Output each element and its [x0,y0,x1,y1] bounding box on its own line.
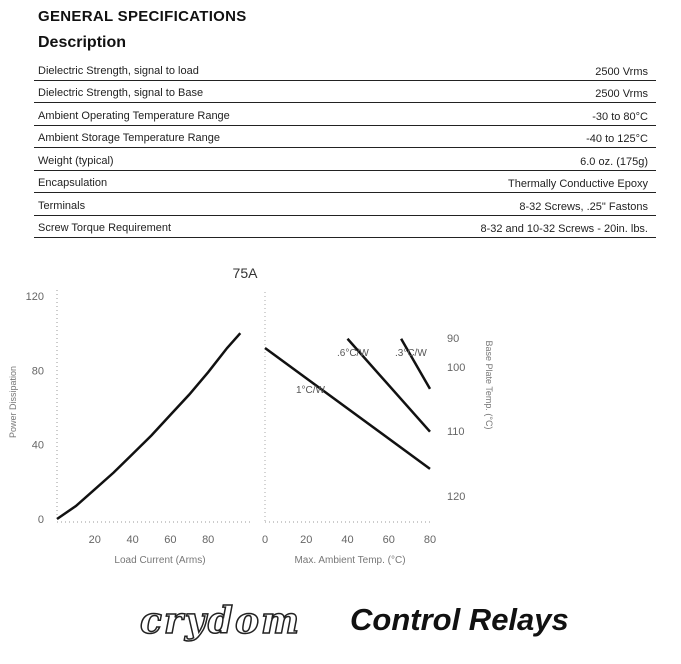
y-tick-label: 40 [32,440,44,452]
spec-value: 2500 Vrms [595,88,648,100]
x-tick-label: 60 [164,534,176,546]
spec-row: Ambient Storage Temperature Range -40 to … [34,126,656,148]
footer-title: Control Relays [350,602,569,637]
chart-title: 75A [233,265,259,281]
spec-value: Thermally Conductive Epoxy [507,178,648,190]
right-tick-label: 100 [447,362,465,374]
spec-value: -30 to 80°C [592,110,648,123]
spec-name: Terminals [38,199,86,212]
thermal-derating-chart: 75A 0 40 80 120 20 40 60 80 Power Dissipation Load… [8,265,494,566]
spec-row: Screw Torque Requirement 8-32 and 10-32 S… [34,216,656,238]
right-axis-label: Base Plate Temp. (°C) [484,341,494,430]
power-dissipation-curve [56,332,242,521]
spec-name: Ambient Operating Temperature Range [38,109,230,122]
page-heading: GENERAL SPECIFICATIONS [38,8,247,25]
spec-value: 6.0 oz. (175g) [580,155,648,168]
x-tick-label: 20 [89,534,101,546]
spec-row: Weight (typical) 6.0 oz. (175g) [34,148,656,171]
spec-value: 8-32 Screws, .25" Fastons [519,200,648,213]
spec-name: Dielectric Strength, signal to load [38,64,199,77]
right-tick-label: 110 [447,426,465,438]
y-tick-label: 0 [38,514,44,526]
series-label: 1°C/W [296,385,326,396]
spec-value: 8-32 and 10-32 Screws - 20in. lbs. [480,223,648,235]
spec-row: Terminals 8-32 Screws, .25" Fastons [34,193,656,216]
spec-name: Screw Torque Requirement [38,222,172,234]
spec-name: Ambient Storage Temperature Range [38,132,221,144]
right-tick-label: 120 [447,491,465,503]
spec-row: Encapsulation Thermally Conductive Epoxy [34,171,656,193]
x-tick-label: 20 [300,534,312,546]
spec-row: Ambient Operating Temperature Range -30 t… [34,103,656,126]
spec-row: Dielectric Strength, signal to Base 2500 … [34,81,656,103]
x-tick-label: 60 [383,534,395,546]
right-tick-label: 90 [447,333,459,345]
y-tick-label: 80 [32,365,44,377]
spec-value: -40 to 125°C [586,133,648,145]
x-tick-label: 80 [424,534,436,546]
brand-logo: crydom [139,599,302,643]
x-tick-label: 80 [202,534,214,546]
spec-name: Encapsulation [38,177,108,189]
x-axis-label: Load Current (Arms) [114,555,205,566]
x-tick-label: 40 [126,534,138,546]
spec-name: Weight (typical) [38,154,114,167]
thermal-resistance-line [400,338,432,390]
thermal-resistance-line [346,337,431,433]
thermal-resistance-line [264,347,431,470]
x-tick-label: 40 [341,534,353,546]
spec-row: Dielectric Strength, signal to load 2500 … [34,58,656,81]
spec-name: Dielectric Strength, signal to Base [38,87,204,99]
y-tick-label: 120 [26,291,44,303]
y-axis-label: Power Dissipation [8,366,18,438]
series-label: .3°C/W [395,348,427,359]
x-axis-label: Max. Ambient Temp. (°C) [294,555,405,566]
spec-value: 2500 Vrms [595,65,648,78]
series-label: .6°C/W [337,348,369,359]
x-tick-label: 0 [262,534,268,546]
spec-table: Dielectric Strength, signal to load 2500 … [34,58,656,238]
description-label: Description [38,34,127,51]
